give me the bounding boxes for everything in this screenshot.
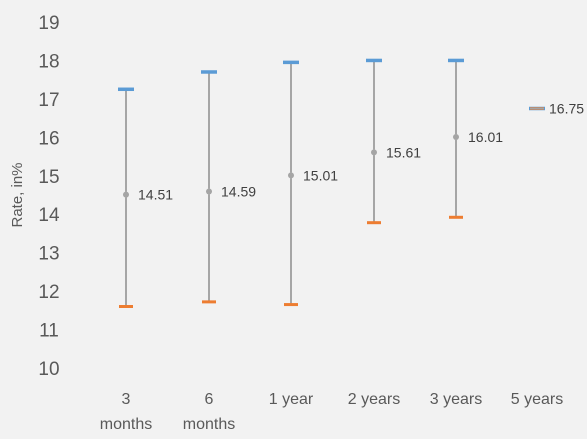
data-label: 16.75: [549, 101, 584, 117]
data-label: 15.61: [386, 144, 421, 160]
data-label: 14.51: [138, 187, 173, 203]
y-tick-label: 14: [38, 205, 60, 226]
y-tick-label: 19: [38, 13, 59, 34]
data-label: 14.59: [221, 184, 256, 200]
y-axis-label: Rate, in%: [9, 162, 26, 227]
y-tick-label: 10: [38, 359, 59, 380]
y-tick-label: 15: [38, 167, 59, 188]
x-category-label: months: [183, 416, 235, 433]
y-tick-label: 13: [38, 244, 59, 265]
x-category-label: 2 years: [348, 391, 400, 408]
y-tick-label: 11: [39, 321, 59, 342]
x-category-label: months: [100, 416, 152, 433]
average-point: [123, 191, 129, 198]
data-label: 15.01: [303, 167, 338, 183]
x-category-label: 3 years: [430, 391, 482, 408]
x-category-label: 5 years: [511, 391, 563, 408]
x-category-label: 6: [205, 391, 214, 408]
average-point: [206, 188, 212, 195]
average-point: [371, 149, 377, 156]
y-tick-label: 16: [38, 128, 59, 149]
average-point: [288, 172, 294, 179]
y-tick-label: 12: [38, 282, 59, 303]
data-label: 16.01: [468, 129, 503, 145]
y-tick-label: 18: [38, 51, 59, 72]
x-category-label: 3: [122, 391, 131, 408]
x-category-label: 1 year: [269, 391, 314, 408]
average-point: [453, 133, 459, 140]
y-tick-label: 17: [38, 90, 59, 111]
